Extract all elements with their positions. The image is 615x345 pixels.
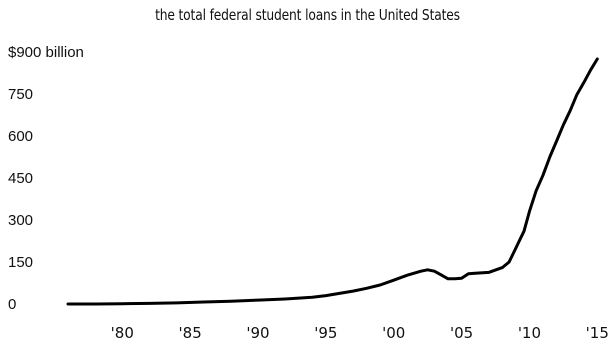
x-tick-label: '15 — [586, 324, 609, 342]
y-tick-label: 600 — [8, 128, 33, 145]
x-tick-label: '95 — [314, 324, 337, 342]
x-tick-label: '00 — [382, 324, 405, 342]
x-tick-label: '10 — [518, 324, 541, 342]
y-tick-label: 300 — [8, 212, 33, 229]
x-tick-label: '80 — [111, 324, 134, 342]
y-tick-label: $900 billion — [8, 44, 84, 61]
y-tick-label: 0 — [8, 296, 16, 313]
x-tick-label: '85 — [179, 324, 202, 342]
y-tick-label: 150 — [8, 254, 33, 271]
series-layer — [66, 57, 599, 306]
y-axis-tick-labels: $900 billion 750 600 450 300 150 0 — [8, 44, 84, 313]
y-tick-label: 450 — [8, 170, 33, 187]
series-line — [66, 57, 599, 306]
x-axis-tick-labels: '80 '85 '90 '95 '00 '05 '10 '15 — [111, 324, 609, 342]
chart-title: the total federal student loans in the U… — [155, 6, 460, 24]
y-tick-label: 750 — [8, 86, 33, 103]
x-tick-label: '05 — [450, 324, 473, 342]
x-tick-label: '90 — [246, 324, 269, 342]
